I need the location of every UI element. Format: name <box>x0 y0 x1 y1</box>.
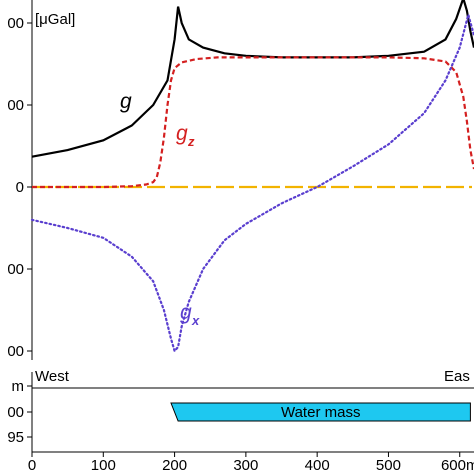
series-layer <box>30 0 474 354</box>
x-tick-label: 500 <box>376 457 401 474</box>
bottom-panel-y-ticks: m 00 95 <box>7 378 32 446</box>
series-label-subscript: x <box>191 313 200 328</box>
top-y-tick-label: 00 <box>7 15 24 32</box>
regions-layer: Water mass <box>170 402 471 422</box>
series-label-subscript: z <box>187 134 195 149</box>
x-tick-label: 300 <box>233 457 258 474</box>
series-line-total <box>31 0 474 158</box>
x-tick-label: 0 <box>28 457 36 474</box>
bottom-y-tick-label: m <box>12 378 25 395</box>
top-y-tick-label: 00 <box>7 343 24 360</box>
bottom-y-tick-label: 00 <box>7 404 24 421</box>
series-labels: gg zg x <box>120 90 200 328</box>
top-panel-unit-label: [μGal] <box>35 11 75 28</box>
series-label-total: g <box>120 90 132 113</box>
x-tick-label: 100 <box>91 457 116 474</box>
top-y-tick-label: 00 <box>7 261 24 278</box>
series-label-x: g <box>180 301 192 324</box>
x-ticks: 0 100 200 300 400 500 600m <box>28 452 474 474</box>
west-label: West <box>35 368 70 385</box>
water-mass-region <box>170 402 471 422</box>
x-tick-label: 400 <box>305 457 330 474</box>
top-y-tick-label: 0 <box>16 179 24 196</box>
series-label-z: g <box>176 122 188 145</box>
x-tick-label: 600m <box>441 457 474 474</box>
bottom-y-tick-label: 95 <box>7 429 24 446</box>
top-y-tick-label: 00 <box>7 97 24 114</box>
east-label: Eas <box>444 368 470 385</box>
x-tick-label: 200 <box>162 457 187 474</box>
series-line-x <box>30 10 474 354</box>
series-line-z <box>32 56 474 189</box>
bottom-panel: West Eas m 00 95 Water mass 0 100 200 300 400 5… <box>7 368 474 474</box>
water-mass-label: Water mass <box>281 404 360 421</box>
